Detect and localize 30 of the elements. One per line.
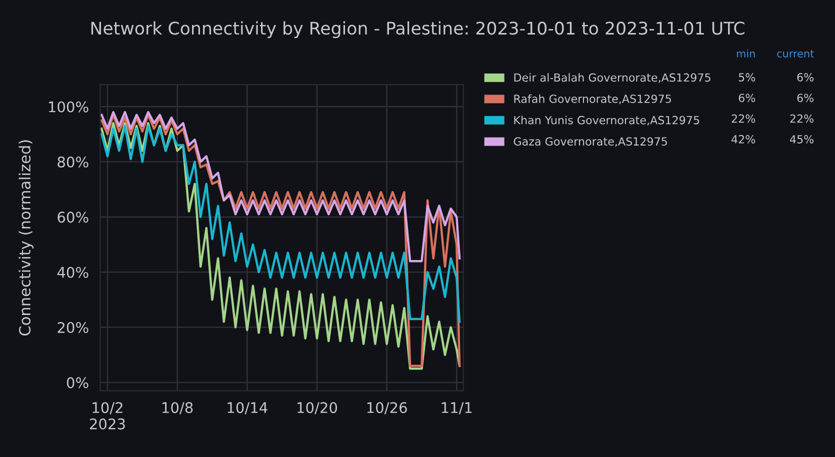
line-series: [100, 124, 461, 323]
y-tick-label: 0%: [66, 377, 88, 388]
line-series: [100, 111, 461, 262]
x-tick-label: 10/2 2023: [90, 402, 125, 430]
legend-label: Khan Yunis Governorate,AS12975: [514, 116, 700, 126]
y-tick-label: 60%: [58, 212, 88, 223]
x-tick-label: 10/8: [162, 402, 193, 414]
text: 42%: [732, 135, 756, 144]
text: 6%: [797, 94, 814, 102]
legend-label: Rafah Governorate,AS12975: [514, 94, 671, 104]
legend-label: Gaza Governorate,AS12975: [514, 137, 667, 147]
text: 6%: [738, 94, 756, 102]
text: 22%: [732, 114, 756, 123]
x-tick-label: 10/20: [298, 402, 338, 414]
text: 6%: [797, 73, 814, 82]
text: 45%: [790, 135, 814, 144]
text: current: [777, 50, 814, 58]
legend-label: Deir al-Balah Governorate,AS12975: [514, 73, 710, 83]
text: 22%: [790, 114, 814, 123]
text: min: [736, 49, 755, 58]
text: 5%: [738, 73, 756, 82]
y-tick-label: 20%: [58, 322, 88, 334]
y-tick-label: 80%: [58, 156, 88, 168]
x-tick-label: 11/1: [442, 402, 472, 414]
y-tick-label: 40%: [57, 266, 88, 278]
chart-title: Network Connectivity by Region - Palestine: 2023-10-01 to 2023-11-01 UTC: [91, 21, 744, 38]
y-axis-title: Connectivity (normalized): [18, 140, 34, 336]
x-tick-label: 10/14: [228, 402, 268, 414]
x-tick-label: 10/26: [367, 402, 407, 414]
y-tick-label: 100%: [49, 101, 88, 112]
